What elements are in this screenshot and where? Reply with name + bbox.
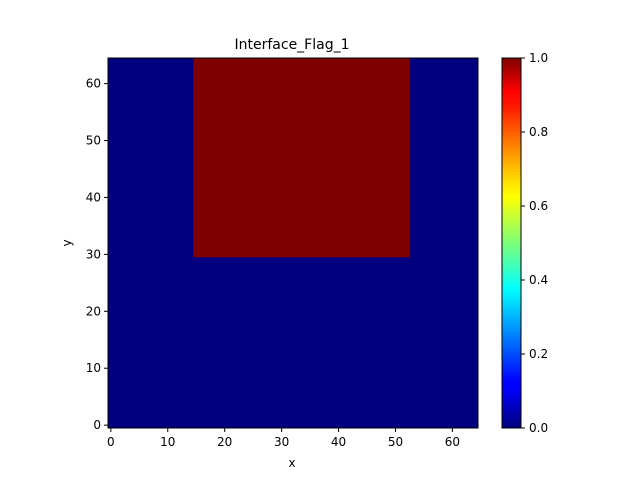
y-axis-ticks: 0 10 20 30 40 50 60 [86,77,108,432]
y-axis-label: y [60,239,74,246]
colorbar-tick-label: 0.8 [529,125,548,139]
colorbar-tick-label: 0.0 [529,421,548,435]
colorbar [501,57,522,429]
x-tick-label: 0 [107,435,115,449]
x-axis-label: x [288,456,295,470]
plot-area [108,58,478,428]
x-axis-ticks: 0 10 20 30 40 50 60 [107,428,460,449]
colorbar-ticks: 0.0 0.2 0.4 0.6 0.8 1.0 [521,51,548,435]
y-tick-label: 20 [86,304,101,318]
y-tick-label: 50 [86,134,101,148]
colorbar-tick-label: 1.0 [529,51,548,65]
colorbar-tick-label: 0.6 [529,199,548,213]
y-tick-label: 0 [93,418,101,432]
y-tick-label: 10 [86,361,101,375]
colorbar-tick-label: 0.2 [529,347,548,361]
x-tick-label: 30 [274,435,289,449]
x-tick-label: 10 [160,435,175,449]
y-tick-label: 60 [86,77,101,91]
plot-frame [107,57,479,429]
x-tick-label: 20 [217,435,232,449]
chart-title: Interface_Flag_1 [235,37,350,53]
y-tick-label: 30 [86,247,101,261]
heatmap-region-1 [193,58,410,258]
y-tick-label: 40 [86,190,101,204]
x-tick-label: 60 [445,435,460,449]
x-tick-label: 40 [331,435,346,449]
colorbar-tick-label: 0.4 [529,273,548,287]
x-tick-label: 50 [388,435,403,449]
